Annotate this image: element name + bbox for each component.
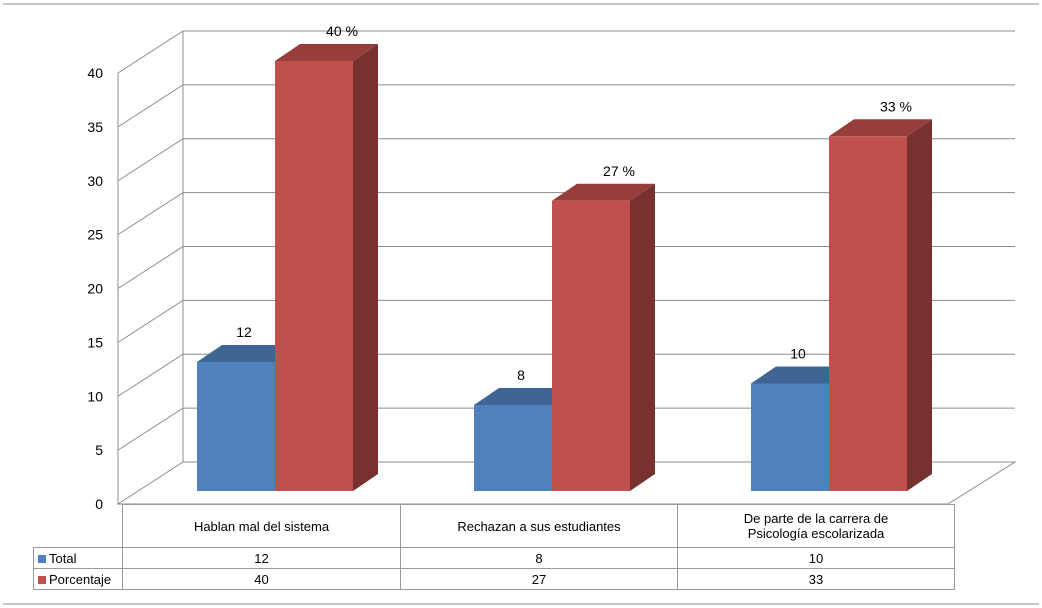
y-tick-label: 35	[87, 119, 103, 135]
y-tick-label: 30	[87, 173, 103, 189]
y-tick-label: 20	[87, 281, 103, 297]
bar-porcentaje-1	[552, 200, 630, 491]
category-label-0: Hablan mal del sistema	[122, 504, 401, 548]
bar-top	[275, 44, 378, 61]
table-cell: 27	[400, 568, 678, 590]
data-label: 10	[790, 346, 806, 362]
y-tick-label: 40	[87, 65, 103, 81]
bar-top	[474, 388, 577, 405]
category-label-2-text: De parte de la carrera de Psicología esc…	[743, 511, 889, 541]
table-cell: 12	[122, 547, 401, 569]
gridline	[117, 138, 1015, 182]
bar-total-0	[197, 362, 275, 491]
table-cell: 10	[677, 547, 955, 569]
table-cell: 40	[122, 568, 401, 590]
legend-swatch-porcentaje	[38, 576, 46, 585]
legend-key-porcentaje: Porcentaje	[33, 568, 123, 590]
gridline	[117, 192, 1015, 236]
bar-side	[630, 183, 655, 491]
legend-label-porcentaje: Porcentaje	[49, 571, 112, 587]
data-table: Hablan mal del sistema Rechazan a sus es…	[33, 504, 955, 590]
table-corner	[33, 504, 123, 548]
gridline	[117, 84, 1015, 128]
bar-top	[197, 345, 300, 362]
y-tick-label: 25	[87, 227, 103, 243]
y-tick-label: 10	[87, 388, 103, 404]
legend-label-total: Total	[49, 550, 77, 566]
y-tick-label: 5	[95, 442, 103, 458]
gridline	[117, 299, 1015, 343]
legend-key-total: Total	[33, 547, 123, 569]
y-tick-label: 15	[87, 334, 103, 350]
data-label: 8	[517, 367, 525, 383]
data-label: 33 %	[880, 98, 912, 114]
bar-side	[907, 119, 932, 491]
bar-top	[751, 366, 854, 384]
gridline	[117, 407, 1015, 451]
gridline	[117, 353, 1015, 397]
bar-total-2	[751, 383, 829, 491]
y-tick-label: 0	[95, 496, 103, 512]
table-row-total: Total 12 8 10	[33, 547, 955, 569]
table-cell: 33	[677, 568, 955, 590]
gridline	[117, 246, 1015, 289]
table-row-porcentaje: Porcentaje 40 27 33	[33, 568, 955, 590]
bar-top	[829, 119, 932, 137]
bar-total-1	[474, 405, 552, 491]
bar-side	[353, 44, 378, 491]
category-header-row: Hablan mal del sistema Rechazan a sus es…	[33, 504, 955, 548]
data-label: 12	[236, 324, 252, 340]
bar-top	[552, 183, 655, 201]
table-cell: 8	[400, 547, 678, 569]
data-label: 27 %	[603, 163, 635, 179]
bar-porcentaje-2	[829, 136, 907, 491]
legend-swatch-total	[38, 555, 46, 564]
bar-porcentaje-0	[275, 61, 353, 491]
gridline	[117, 30, 1015, 74]
category-label-2: De parte de la carrera de Psicología esc…	[677, 504, 955, 548]
data-label: 40 %	[326, 23, 358, 39]
category-label-1: Rechazan a sus estudiantes	[400, 504, 678, 548]
